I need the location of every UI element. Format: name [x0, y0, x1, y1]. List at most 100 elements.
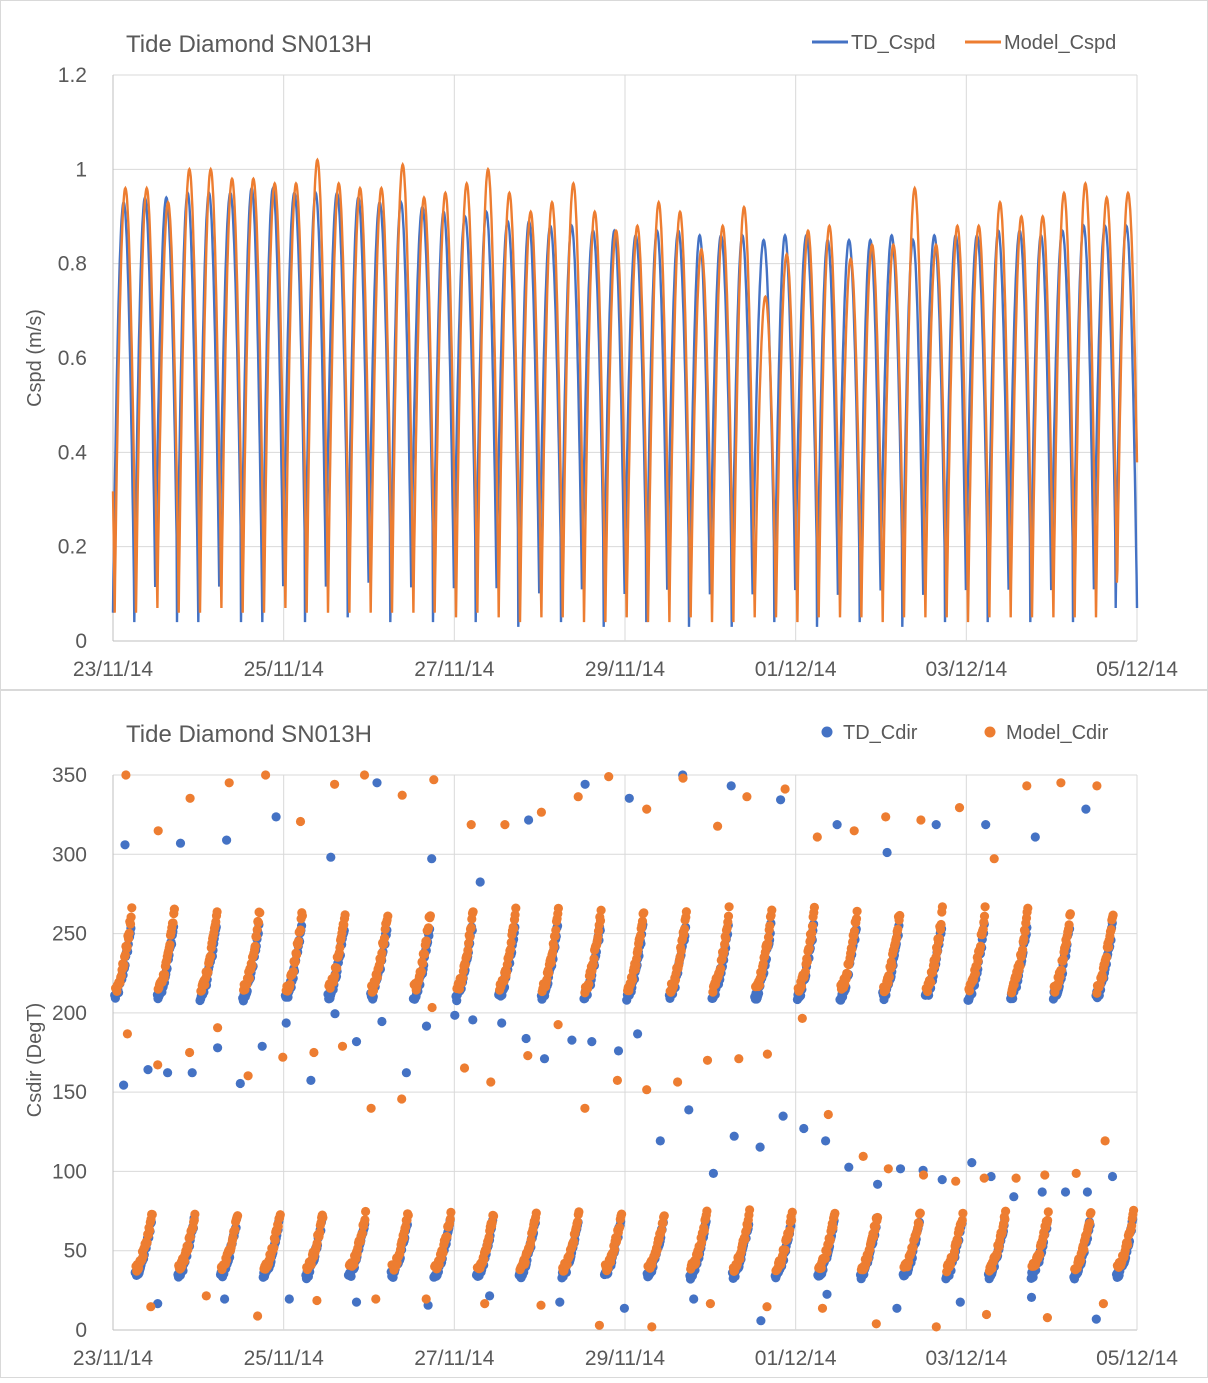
scatter-point-model-cdir — [657, 1225, 667, 1235]
scatter-point-model-cdir — [445, 1214, 455, 1224]
scatter-point-td-cdir — [1026, 1292, 1037, 1302]
scatter-point-model-cdir — [427, 1002, 437, 1013]
scatter-point-model-cdir — [122, 942, 132, 952]
scatter-point-model-cdir — [934, 933, 944, 943]
scatter-point-model-cdir — [486, 1077, 496, 1087]
scatter-point-td-cdir — [372, 778, 382, 788]
scatter-point-model-cdir — [536, 807, 547, 817]
direction-chart: Tide Diamond SN013H TD_Cdir Model_Cdir C… — [24, 721, 1178, 1370]
scatter-point-td-cdir — [284, 1294, 294, 1304]
scatter-point-model-cdir — [1056, 965, 1066, 975]
scatter-point-model-cdir — [230, 1225, 240, 1235]
scatter-point-model-cdir — [510, 910, 520, 920]
scatter-point-model-cdir — [247, 961, 257, 971]
scatter-point-model-cdir — [1123, 1240, 1133, 1250]
scatter-point-td-cdir — [539, 1054, 550, 1064]
scatter-point-td-cdir — [401, 1068, 411, 1078]
scatter-point-model-cdir — [185, 1047, 195, 1058]
scatter-point-model-cdir — [635, 930, 646, 941]
scatter-point-model-cdir — [812, 832, 822, 842]
scatter-point-model-cdir — [842, 969, 853, 979]
scatter-point-td-cdir — [1030, 832, 1040, 842]
scatter-point-td-cdir — [776, 795, 786, 805]
speed-series — [111, 157, 1139, 627]
scatter-point-model-cdir — [502, 967, 512, 977]
scatter-point-model-cdir — [800, 967, 811, 977]
scatter-point-td-cdir — [684, 1105, 694, 1115]
scatter-point-model-cdir — [468, 907, 478, 917]
scatter-point-td-cdir — [1037, 1187, 1047, 1197]
scatter-point-model-cdir — [465, 932, 475, 942]
scatter-point-td-cdir — [778, 1111, 788, 1121]
scatter-point-td-cdir — [213, 1043, 223, 1053]
scatter-point-model-cdir — [466, 923, 476, 933]
scatter-point-model-cdir — [224, 778, 234, 788]
scatter-point-model-cdir — [337, 1041, 348, 1051]
scatter-point-model-cdir — [883, 1164, 893, 1174]
scatter-point-model-cdir — [647, 1322, 657, 1332]
scatter-point-model-cdir — [596, 905, 606, 915]
scatter-point-model-cdir — [734, 1054, 744, 1064]
scatter-point-model-cdir — [147, 1209, 157, 1220]
scatter-point-td-cdir — [822, 1289, 832, 1299]
scatter-point-td-cdir — [235, 1078, 245, 1089]
scatter-point-model-cdir — [980, 902, 990, 912]
scatter-point-model-cdir — [1098, 1299, 1108, 1309]
scatter-point-model-cdir — [595, 916, 606, 926]
scatter-point-model-cdir — [553, 903, 564, 913]
scatter-point-model-cdir — [1075, 1256, 1086, 1266]
scatter-point-model-cdir — [379, 933, 390, 943]
scatter-point-model-cdir — [397, 790, 407, 800]
scatter-point-td-cdir — [220, 1294, 230, 1304]
scatter-point-model-cdir — [609, 1245, 620, 1255]
speed-y-tick-label: 0.4 — [58, 441, 88, 464]
scatter-point-model-cdir — [721, 934, 731, 944]
scatter-point-model-cdir — [1019, 934, 1029, 944]
scatter-point-model-cdir — [580, 1103, 590, 1113]
scatter-point-model-cdir — [253, 1311, 263, 1321]
scatter-point-td-cdir — [257, 1041, 267, 1051]
speed-y-ticks: 0 0.2 0.4 0.6 0.8 1 1.2 — [58, 64, 88, 653]
scatter-point-td-cdir — [306, 1075, 316, 1085]
scatter-point-model-cdir — [724, 902, 734, 912]
direction-chart-title: Tide Diamond SN013H — [126, 721, 372, 748]
scatter-point-model-cdir — [526, 1235, 536, 1245]
speed-y-tick-label: 1 — [75, 158, 87, 181]
legend-label-model-cspd: Model_Cspd — [1004, 32, 1116, 54]
scatter-point-model-cdir — [463, 945, 473, 955]
scatter-point-model-cdir — [1058, 954, 1068, 964]
scatter-point-model-cdir — [357, 1228, 367, 1238]
scatter-point-model-cdir — [573, 792, 583, 802]
scatter-point-model-cdir — [573, 1217, 583, 1227]
direction-y-tick-label: 0 — [75, 1319, 87, 1342]
scatter-point-model-cdir — [1065, 909, 1075, 919]
scatter-point-model-cdir — [973, 956, 983, 966]
speed-x-ticks: 23/11/14 25/11/14 27/11/14 29/11/14 01/12/14… — [73, 658, 1178, 681]
scatter-point-model-cdir — [295, 816, 306, 827]
scatter-point-model-cdir — [153, 826, 163, 836]
scatter-point-model-cdir — [233, 1211, 243, 1221]
scatter-point-model-cdir — [290, 957, 300, 967]
scatter-point-model-cdir — [146, 1302, 156, 1312]
scatter-point-model-cdir — [1102, 952, 1112, 962]
scatter-point-model-cdir — [125, 919, 136, 929]
scatter-point-td-cdir — [619, 1303, 630, 1313]
scatter-point-model-cdir — [1129, 1205, 1139, 1215]
scatter-point-model-cdir — [957, 1215, 967, 1225]
scatter-point-model-cdir — [295, 925, 306, 935]
direction-y-axis-label: Csdir (DegT) — [24, 1003, 46, 1117]
scatter-point-model-cdir — [309, 1047, 319, 1058]
scatter-point-model-cdir — [423, 923, 434, 933]
scatter-point-model-cdir — [887, 960, 897, 971]
scatter-point-model-cdir — [679, 924, 690, 934]
scatter-point-model-cdir — [421, 936, 432, 946]
scatter-point-td-cdir — [892, 1303, 902, 1313]
scatter-point-td-cdir — [1091, 1314, 1101, 1324]
scatter-point-td-cdir — [873, 1179, 883, 1189]
scatter-point-model-cdir — [372, 972, 382, 982]
direction-y-tick-label: 100 — [52, 1160, 87, 1183]
scatter-point-model-cdir — [165, 940, 175, 950]
scatter-point-model-cdir — [673, 1077, 683, 1087]
scatter-point-model-cdir — [506, 937, 516, 948]
scatter-point-model-cdir — [1108, 910, 1118, 920]
